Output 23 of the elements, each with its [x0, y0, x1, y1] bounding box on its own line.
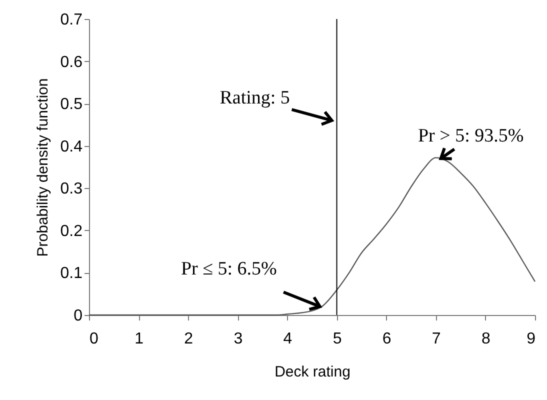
x-tick-label: 4 [283, 330, 292, 348]
x-tick-label: 9 [526, 330, 536, 348]
y-tick-label: 0.1 [60, 265, 83, 282]
x-tick-label: 0 [90, 330, 98, 348]
x-tick-label: 1 [134, 330, 144, 348]
y-tick-label: 0 [74, 308, 83, 324]
y-tick-label: 0.4 [60, 138, 83, 156]
y-tick-label: 0.7 [60, 12, 83, 28]
x-tick-label: 6 [382, 330, 392, 348]
x-tick-label: 8 [481, 330, 490, 348]
y-tick-label: 0.2 [60, 222, 83, 240]
x-tick-label: 7 [432, 330, 441, 348]
x-tick-label: 3 [234, 330, 243, 348]
y-tick-label: 0.5 [60, 96, 83, 114]
x-axis-title: Deck rating [274, 364, 350, 380]
y-tick-label: 0.3 [60, 180, 83, 198]
annotation: Rating: 5 [220, 87, 290, 108]
x-tick-label: 5 [332, 330, 342, 348]
y-axis-title: Probability density function [34, 78, 52, 257]
y-tick-label: 0.6 [60, 54, 83, 71]
annotation: Pr ≤ 5: 6.5% [180, 258, 278, 280]
annotation: Pr > 5: 93.5% [418, 126, 524, 147]
x-tick-label: 2 [184, 330, 194, 348]
